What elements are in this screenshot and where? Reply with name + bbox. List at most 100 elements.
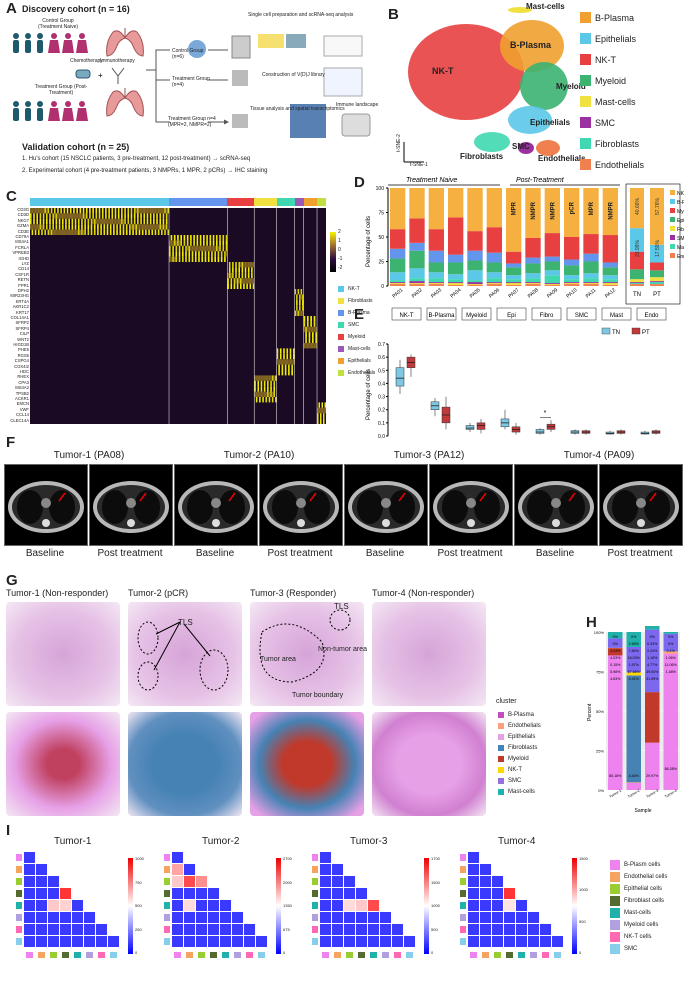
heatmap-cell <box>315 326 318 333</box>
heatmap-cell <box>220 256 223 262</box>
i-cell <box>24 852 35 863</box>
i-col-swatch <box>506 952 513 958</box>
panel-letter-f: F <box>6 434 16 451</box>
heatmap-cell <box>224 251 226 257</box>
summary-pct-label: 17.55% <box>655 239 661 257</box>
d-bar-segment <box>564 275 580 280</box>
h-bar-segment <box>663 633 678 652</box>
person-icon <box>37 33 43 53</box>
heatmap-cell <box>257 375 260 381</box>
d-bar-segment <box>525 283 541 285</box>
heatmap-cell <box>82 213 85 219</box>
heatmap-cell <box>124 218 126 225</box>
gene-label: CILP <box>19 331 29 337</box>
g-annotation-boundary: Tumor boundary <box>292 692 344 699</box>
ct-scan <box>174 464 258 546</box>
i-cell <box>332 936 343 947</box>
heatmap-cell <box>119 218 122 225</box>
heatmap-cell <box>324 402 326 408</box>
heatmap-cell <box>164 224 166 230</box>
e-facet-box <box>601 307 632 321</box>
heatmap-legend-swatch <box>338 310 344 316</box>
heatmap-cell <box>323 407 325 414</box>
heatmap-cell <box>308 326 311 333</box>
heatmap-cell <box>156 213 158 219</box>
i-row-swatch <box>16 890 22 897</box>
cluster-smc <box>518 142 534 154</box>
heatmap-cell <box>127 208 130 214</box>
heatmap-legend-swatch <box>338 334 344 340</box>
i-row-swatch <box>16 902 22 909</box>
heatmap-cell <box>238 272 240 279</box>
heatmap-cell <box>31 208 34 214</box>
heatmap-cell <box>315 332 318 338</box>
panel-letter-g: G <box>6 572 18 589</box>
i-cell <box>332 876 343 887</box>
d-bar-segment <box>390 283 406 285</box>
gene-label: CD79A <box>15 234 30 239</box>
ct-title: Tumor-3 (PA12) <box>393 450 465 461</box>
summary-bar-segment <box>630 283 644 285</box>
marker-heatmap <box>30 208 326 424</box>
heatmap-cell <box>177 240 179 246</box>
i-cell <box>332 888 343 899</box>
heatmap-cell <box>212 235 215 241</box>
heatmap-cell <box>159 218 162 225</box>
heatmap-cell <box>175 240 178 246</box>
d-bar-segment <box>486 252 502 263</box>
i-row-swatch <box>460 926 466 933</box>
heatmap-cell <box>100 224 102 230</box>
heatmap-cell <box>58 229 61 235</box>
gene-label: MS4A1 <box>15 239 29 245</box>
monitor-icon <box>341 113 371 137</box>
heatmap-cell <box>140 213 142 219</box>
heatmap-cell <box>149 208 152 214</box>
cluster-bplasma <box>500 20 564 72</box>
heatmap-cell <box>49 224 51 230</box>
heatmap-cell <box>228 262 231 268</box>
heatmap-cell <box>244 267 247 273</box>
heatmap-cell <box>121 218 123 225</box>
i-cell <box>172 888 183 899</box>
e-facet-label: SMC <box>575 313 589 319</box>
heatmap-cell <box>143 218 146 225</box>
heatmap-cell <box>121 213 123 219</box>
i-legend-swatch <box>610 908 620 918</box>
h-bar-segment <box>626 782 641 790</box>
heatmap-cell <box>60 229 62 235</box>
summary-bar-segment <box>630 282 644 284</box>
heatmap-cell <box>92 208 94 214</box>
i-color-scale <box>572 858 577 954</box>
i-scale-label: 500 <box>431 926 438 932</box>
i-row-swatch <box>16 854 22 861</box>
h-bar-label: 7.84% <box>629 649 640 653</box>
scale-label: 2 <box>338 229 341 235</box>
heatmap-cell <box>257 391 260 397</box>
person-icon <box>13 101 19 121</box>
i-color-scale <box>424 858 429 954</box>
heatmap-cell <box>135 224 138 230</box>
summary-legend-swatch <box>670 217 675 222</box>
gene-label: VPREB3 <box>12 250 29 256</box>
d-category-label: PA01 <box>391 287 404 299</box>
heatmap-cell <box>281 359 284 365</box>
heatmap-cell <box>291 370 293 376</box>
d-category-label: PA11 <box>585 287 598 299</box>
he-image <box>250 602 364 706</box>
heatmap-cell <box>170 235 173 241</box>
i-legend-item: Fibroblast cells <box>610 896 664 906</box>
heatmap-cell <box>77 229 80 235</box>
i-cell <box>516 936 527 947</box>
heatmap-cell <box>222 235 225 241</box>
gene-label: COX4I2 <box>14 363 29 369</box>
g-legend-item: B-Plasma <box>498 712 534 718</box>
h-category-label: Tumor-4 <box>664 789 678 799</box>
g-legend-swatch <box>498 767 504 773</box>
d-bar-segment <box>602 275 618 280</box>
heatmap-cell <box>211 251 213 257</box>
d-bar-segment <box>564 265 580 276</box>
i-cell <box>516 924 527 935</box>
heatmap-cell <box>215 235 218 241</box>
i-cell <box>368 912 379 923</box>
heatmap-cell <box>74 224 77 230</box>
